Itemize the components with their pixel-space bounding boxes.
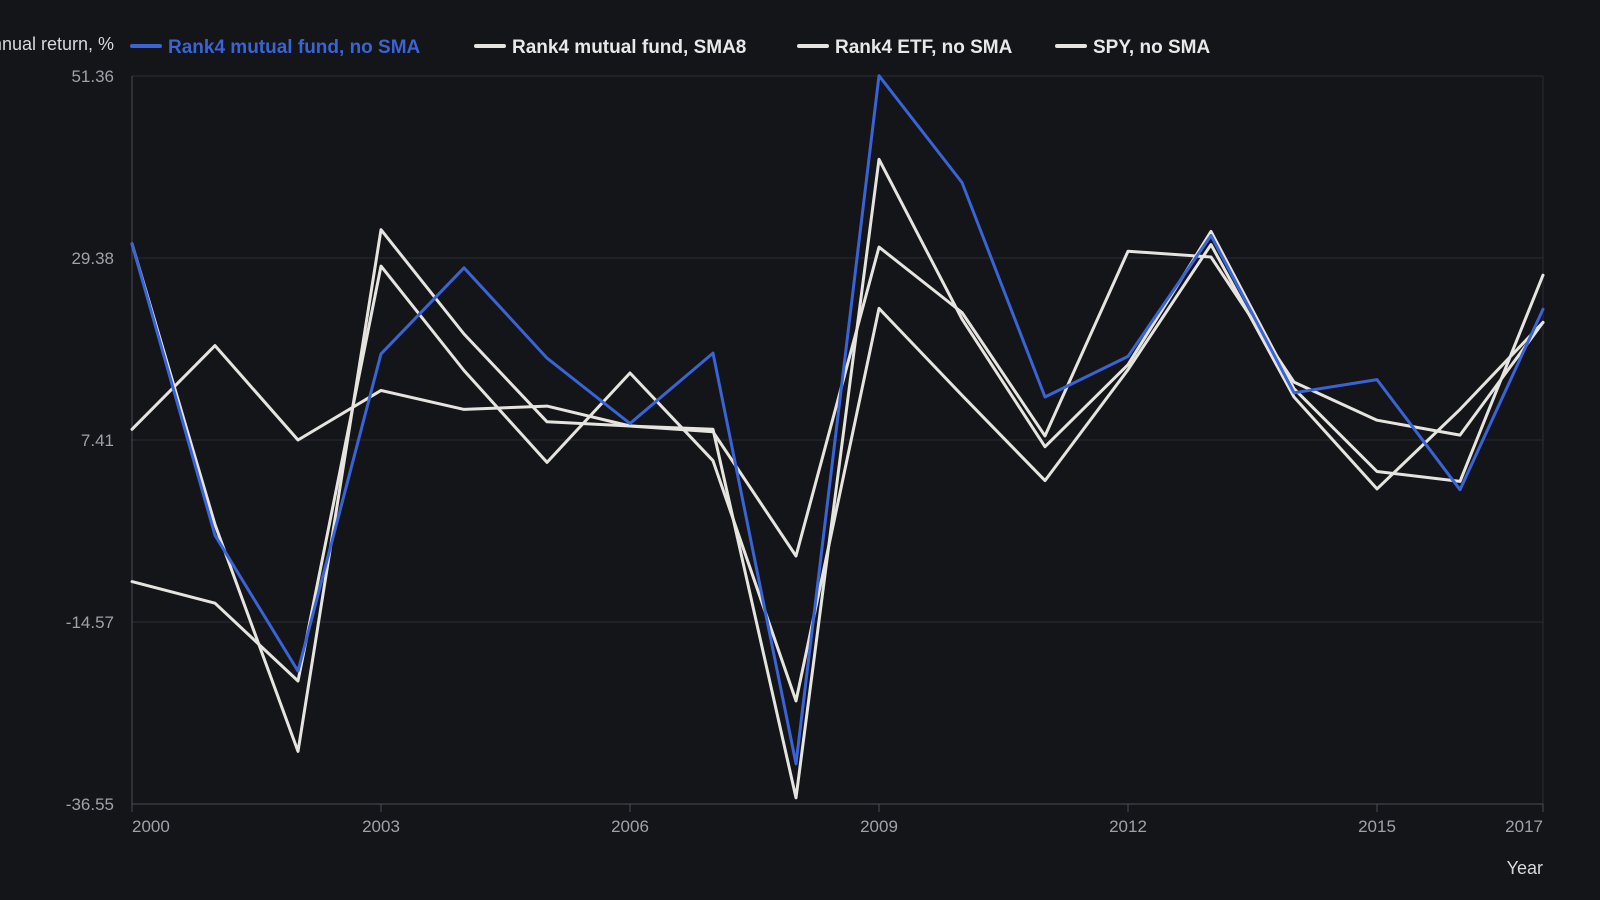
legend: Rank4 mutual fund, no SMA Rank4 mutual fu… <box>130 37 1210 58</box>
x-tick-label: 2017 <box>1505 817 1543 836</box>
x-tick-label: 2006 <box>611 817 649 836</box>
legend-item-1[interactable]: Rank4 mutual fund, no SMA <box>130 37 421 58</box>
x-tick-label: 2012 <box>1109 817 1147 836</box>
legend-label: Rank4 mutual fund, SMA8 <box>512 37 746 58</box>
axes: 51.36 29.38 7.41 -14.57 -36.55 2000 2003 2006 20… <box>66 67 1544 836</box>
y-axis-title: Annual return, % <box>0 34 114 54</box>
y-tick-label: -36.55 <box>66 795 114 814</box>
series-line-4 <box>130 243 1545 703</box>
legend-label: SPY, no SMA <box>1093 37 1210 58</box>
x-tick-label: 2009 <box>860 817 898 836</box>
axis-labels: Annual return, % Year <box>0 34 1543 878</box>
series-line-1 <box>130 74 1545 766</box>
y-tick-label: 51.36 <box>71 67 114 86</box>
series-line-2 <box>130 157 1545 800</box>
grid-lines <box>132 75 1544 804</box>
x-axis-title: Year <box>1507 858 1543 878</box>
legend-item-4[interactable]: SPY, no SMA <box>1055 37 1210 58</box>
legend-label: Rank4 mutual fund, no SMA <box>168 37 421 58</box>
legend-item-2[interactable]: Rank4 mutual fund, SMA8 <box>474 37 746 58</box>
x-tick-label: 2015 <box>1358 817 1396 836</box>
legend-item-3[interactable]: Rank4 ETF, no SMA <box>797 37 1013 58</box>
y-tick-label: 29.38 <box>71 249 114 268</box>
series-line-3 <box>130 245 1545 558</box>
y-tick-label: 7.41 <box>81 431 114 450</box>
x-tick-label: 2003 <box>362 817 400 836</box>
y-tick-label: -14.57 <box>66 613 114 632</box>
x-tick-label: 2000 <box>132 817 170 836</box>
series-lines <box>130 74 1545 800</box>
legend-label: Rank4 ETF, no SMA <box>835 37 1013 58</box>
